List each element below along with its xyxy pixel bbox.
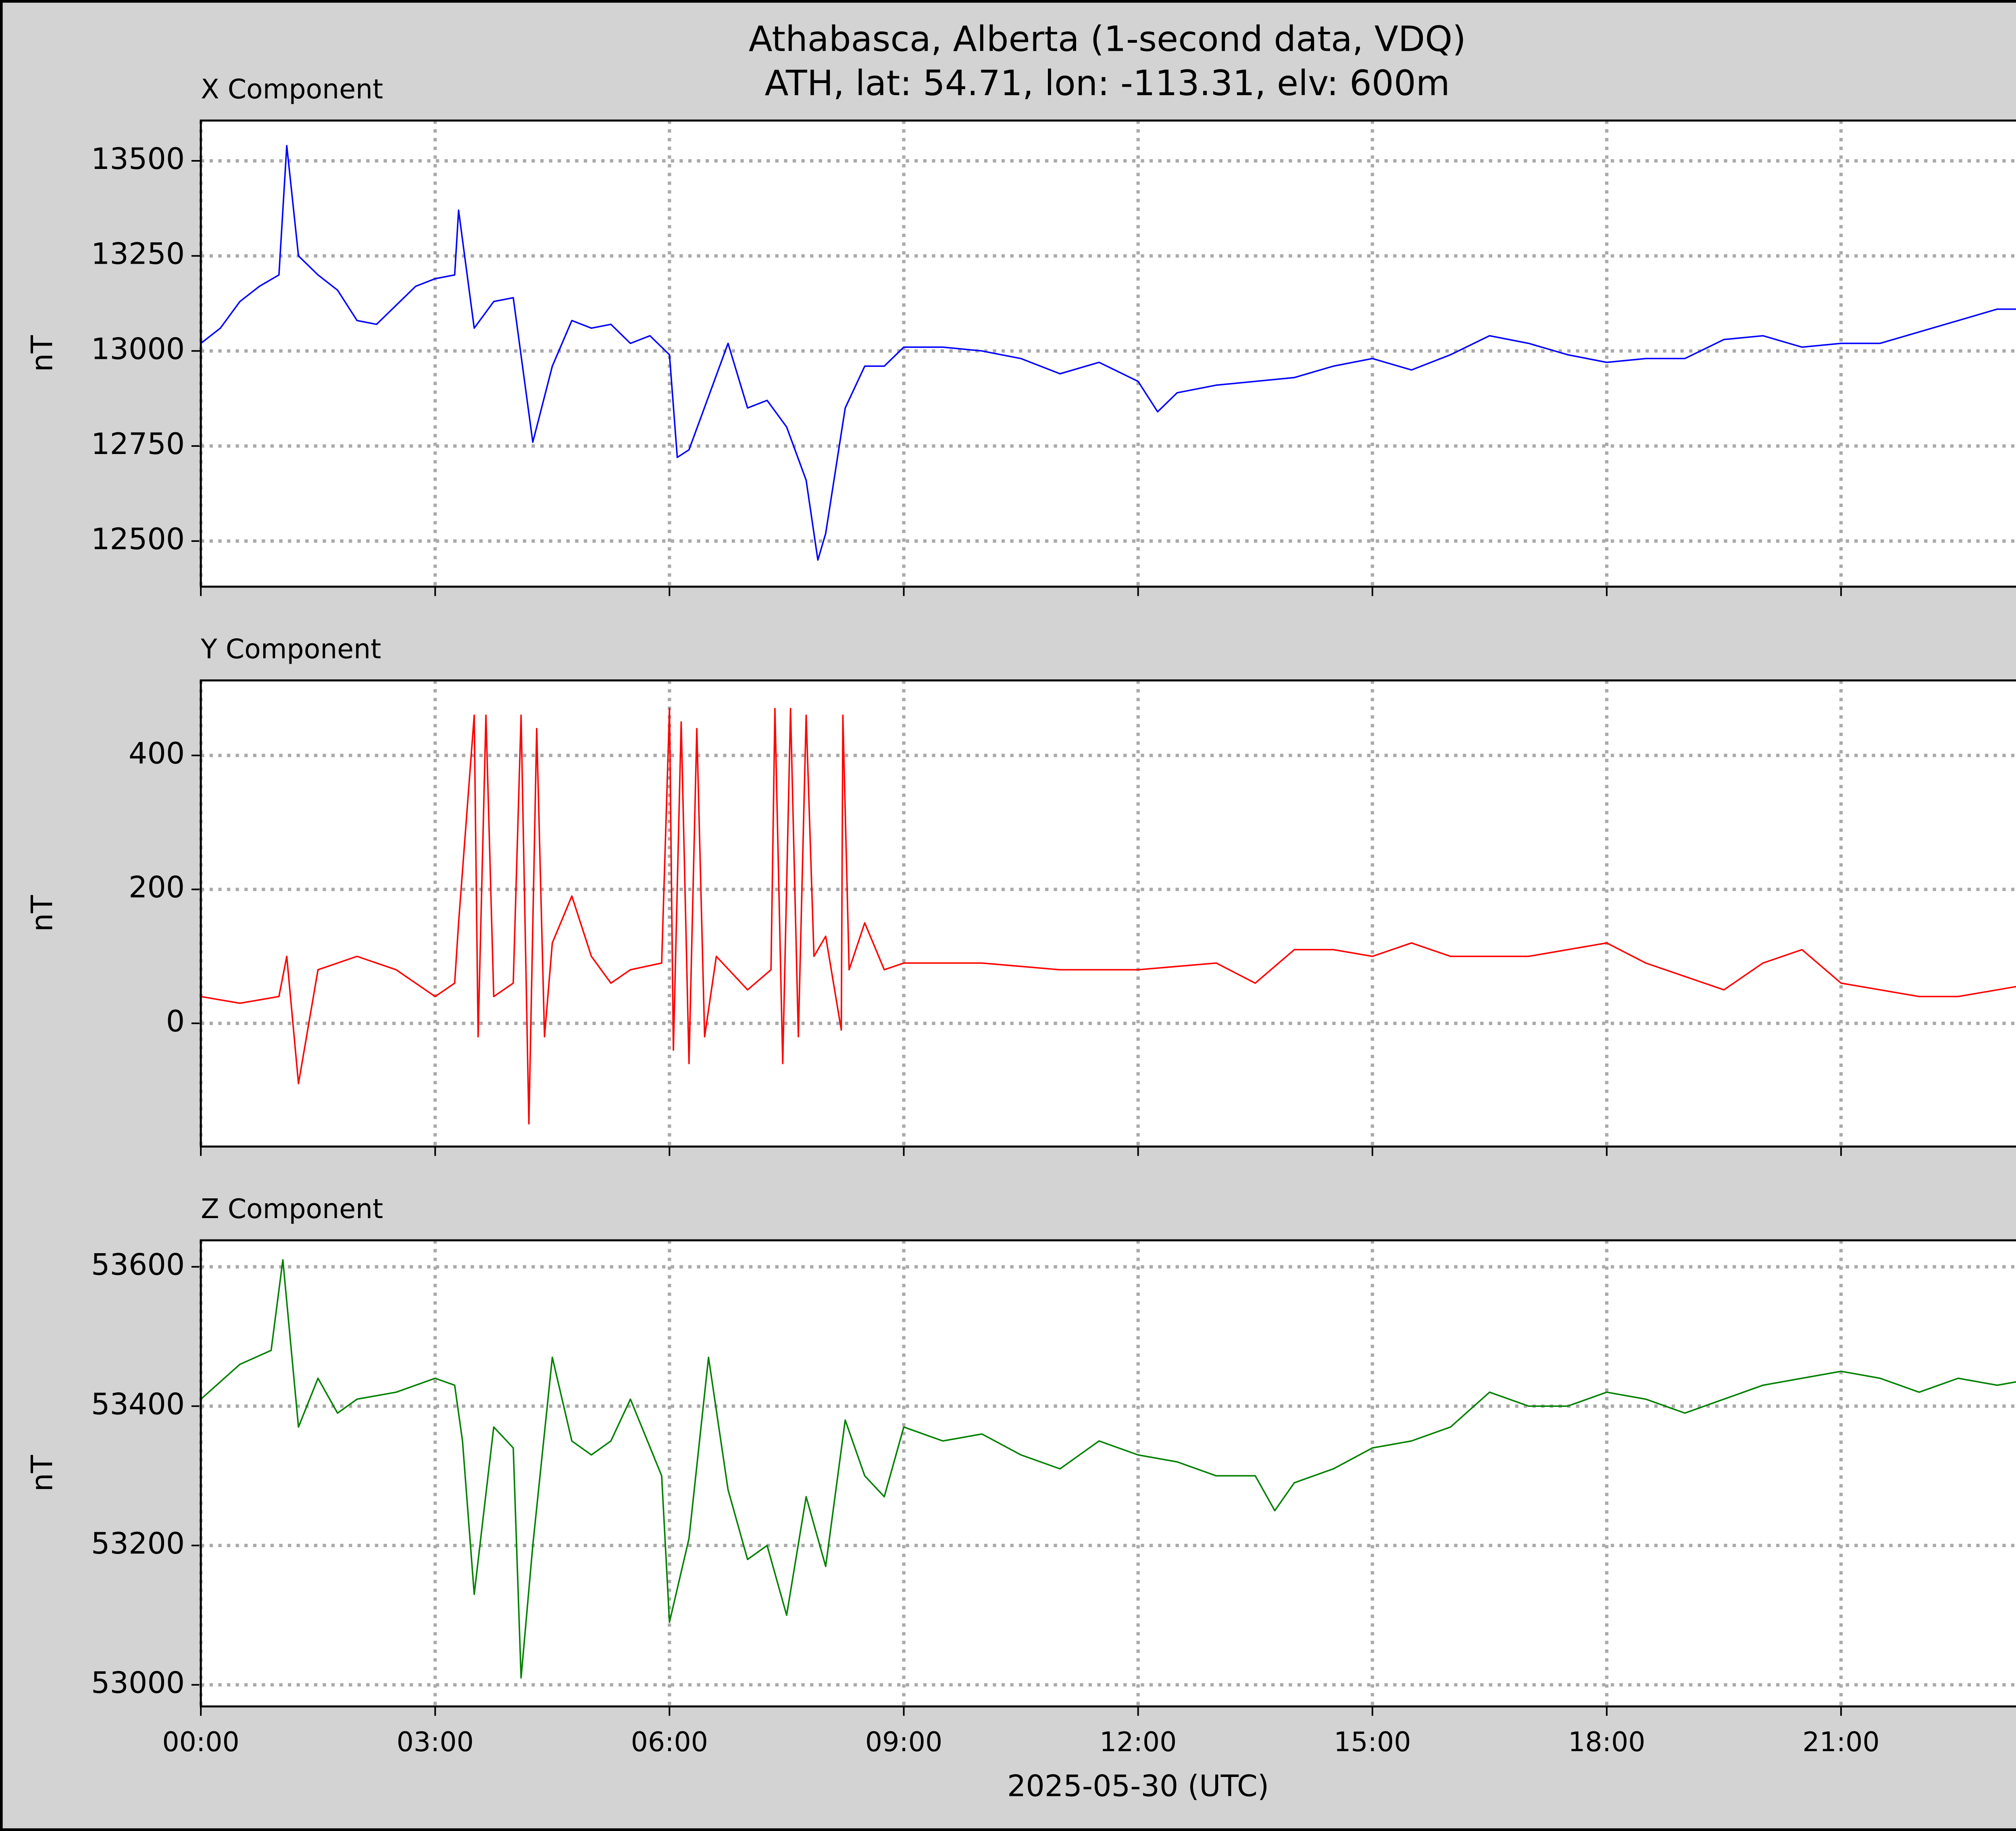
panel-title: X Component	[201, 73, 383, 105]
x-tick-label: 18:00	[1568, 1726, 1645, 1758]
panel-title: Y Component	[200, 633, 381, 664]
y-tick-label: 200	[129, 871, 185, 905]
y-tick-label: 53000	[91, 1666, 185, 1700]
y-tick-label: 53600	[91, 1248, 185, 1282]
x-axis-label: 2025-05-30 (UTC)	[1007, 1769, 1269, 1804]
y-tick-label: 12500	[91, 522, 185, 556]
data-line	[201, 708, 2016, 1125]
y-tick-label: 400	[129, 737, 185, 771]
x-tick-label: 12:00	[1100, 1726, 1177, 1758]
plot-frame	[200, 1239, 2016, 1708]
panel-title: Z Component	[201, 1193, 383, 1225]
y-tick-label: 13500	[91, 142, 185, 176]
plot-frame	[200, 679, 2016, 1148]
y-tick-label: 13250	[91, 237, 185, 271]
x-tick-label: 06:00	[631, 1726, 708, 1758]
y-axis-label: nT	[25, 1455, 60, 1491]
x-tick-label: 09:00	[865, 1726, 942, 1758]
y-axis-label: nT	[25, 335, 60, 372]
x-tick-label: 15:00	[1334, 1726, 1411, 1758]
y-tick-label: 53400	[91, 1387, 185, 1421]
y-tick-label: 13000	[91, 332, 185, 366]
data-line	[201, 1259, 2016, 1679]
y-axis-label: nT	[25, 895, 60, 932]
data-line	[201, 145, 2016, 561]
y-tick-label: 0	[166, 1004, 185, 1039]
plot-area	[201, 680, 2016, 1147]
figure-title: Athabasca, Alberta (1-second data, VDQ)	[749, 19, 1466, 59]
plot-area	[201, 1240, 2016, 1707]
plot-area	[201, 120, 2016, 587]
x-tick-label: 00:00	[162, 1726, 239, 1758]
y-tick-label: 12750	[91, 427, 185, 461]
plot-frame	[200, 119, 2016, 588]
figure-subtitle: ATH, lat: 54.71, lon: -113.31, elv: 600m	[765, 63, 1450, 104]
x-tick-label: 03:00	[397, 1726, 474, 1758]
x-tick-label: 21:00	[1802, 1726, 1879, 1758]
y-tick-label: 53200	[91, 1527, 185, 1561]
